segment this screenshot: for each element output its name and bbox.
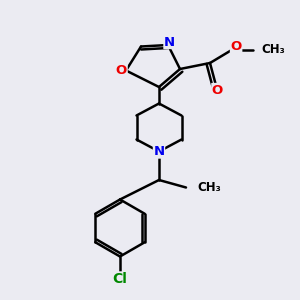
Text: O: O [212,83,223,97]
Text: Cl: Cl [112,272,128,286]
Text: CH₃: CH₃ [262,43,285,56]
Text: N: N [164,35,175,49]
Text: N: N [153,145,165,158]
Text: CH₃: CH₃ [197,181,221,194]
Text: O: O [230,40,242,53]
Text: O: O [116,64,127,77]
